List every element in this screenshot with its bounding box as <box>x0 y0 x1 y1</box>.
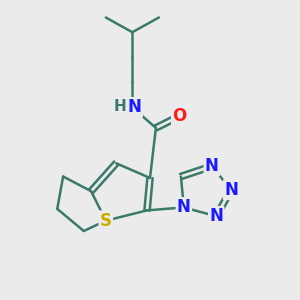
Text: N: N <box>128 98 142 116</box>
Text: N: N <box>177 198 191 216</box>
Text: N: N <box>209 207 223 225</box>
Text: N: N <box>224 181 238 199</box>
Text: H: H <box>114 99 126 114</box>
Text: N: N <box>205 157 219 175</box>
Text: O: O <box>172 107 187 125</box>
Text: S: S <box>100 212 112 230</box>
